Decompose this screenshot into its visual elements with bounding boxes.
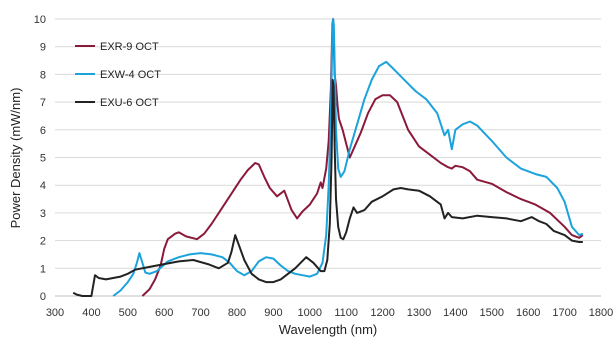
- x-tick-label: 300: [46, 307, 64, 319]
- x-tick-label: 500: [119, 307, 137, 319]
- chart-legend: EXR-9 OCT EXW-4 OCT EXU-6 OCT: [75, 41, 161, 109]
- y-tick-label: 1: [40, 263, 46, 275]
- legend-label: EXW-4 OCT: [100, 69, 161, 81]
- x-tick-label: 1800: [589, 307, 613, 319]
- x-tick-label: 1300: [407, 307, 431, 319]
- y-tick-label: 0: [40, 291, 46, 303]
- legend-label: EXR-9 OCT: [100, 41, 159, 53]
- x-tick-label: 1200: [370, 307, 394, 319]
- y-tick-label: 9: [40, 42, 46, 54]
- y-tick-label: 5: [40, 153, 46, 165]
- y-tick-label: 3: [40, 208, 46, 220]
- x-tick-label: 800: [228, 307, 246, 319]
- y-axis-title: Power Density (mW/nm): [8, 88, 23, 229]
- x-tick-label: 400: [82, 307, 100, 319]
- y-tick-label: 7: [40, 97, 46, 109]
- x-tick-label: 900: [264, 307, 282, 319]
- x-tick-label: 700: [191, 307, 209, 319]
- x-tick-label: 1100: [334, 307, 358, 319]
- x-tick-label: 1600: [516, 307, 540, 319]
- y-tick-label: 2: [40, 236, 46, 248]
- x-tick-label: 1400: [443, 307, 467, 319]
- x-tick-label: 1500: [480, 307, 504, 319]
- x-tick-label: 1700: [552, 307, 576, 319]
- y-tick-label: 6: [40, 125, 46, 137]
- y-tick-labels: 0 1 2 3 4 5 6 7 8 9 10: [34, 14, 46, 303]
- y-tick-label: 8: [40, 69, 46, 81]
- x-axis-title: Wavelength (nm): [279, 322, 378, 337]
- series-lines: [72, 18, 584, 297]
- y-tick-label: 4: [40, 180, 46, 192]
- legend-label: EXU-6 OCT: [100, 97, 159, 109]
- series-line-exw-4-oct: [112, 18, 584, 297]
- y-tick-label: 10: [34, 14, 46, 26]
- x-tick-label: 1000: [298, 307, 322, 319]
- series-line-exu-6-oct: [72, 78, 583, 297]
- x-tick-labels: 300 400 500 600 700 800 900 1000 1100 1200 1300 140…: [46, 307, 613, 319]
- x-tick-label: 600: [155, 307, 173, 319]
